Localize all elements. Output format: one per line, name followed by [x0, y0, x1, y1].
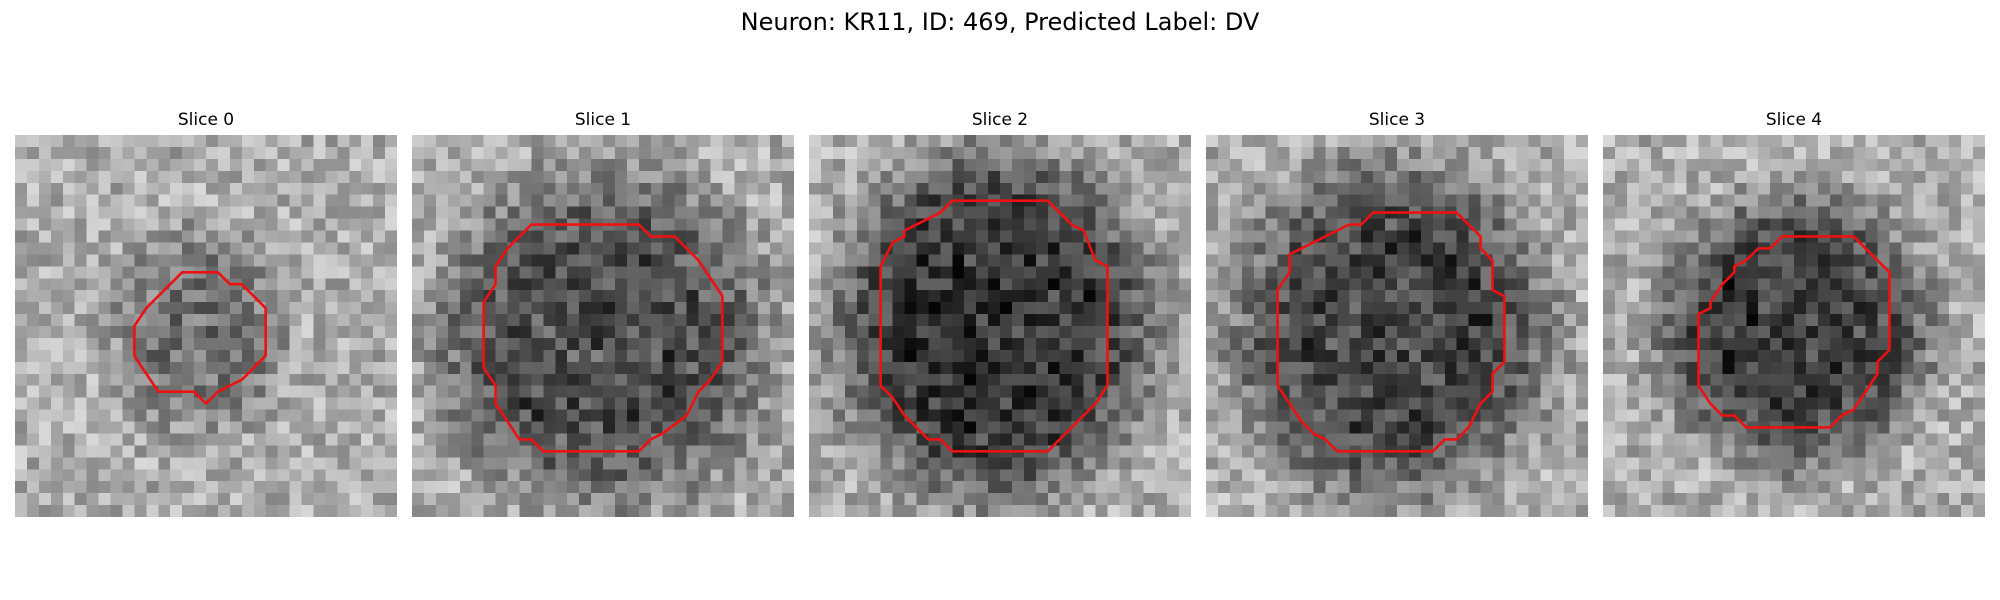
slice-pixels-4 — [1603, 135, 1985, 517]
slice-overlay-4 — [1697, 235, 1891, 429]
roi-contour-3 — [1276, 211, 1506, 453]
slice-image-1 — [412, 135, 794, 517]
slice-overlay-1 — [482, 223, 724, 453]
slice-image-2 — [809, 135, 1191, 517]
slice-panel-2: Slice 2 — [809, 108, 1191, 517]
roi-contour-4 — [1697, 235, 1891, 429]
roi-contour-1 — [482, 223, 724, 453]
slice-overlay-3 — [1276, 211, 1506, 453]
slice-panel-1: Slice 1 — [412, 108, 794, 517]
slice-pixels-2 — [809, 135, 1191, 517]
roi-contour-2 — [879, 199, 1109, 453]
slice-image-3 — [1206, 135, 1588, 517]
slice-panel-4: Slice 4 — [1603, 108, 1985, 517]
slice-image-0 — [15, 135, 397, 517]
slice-pixels-1 — [412, 135, 794, 517]
figure-title: Neuron: KR11, ID: 469, Predicted Label: … — [740, 8, 1260, 36]
slice-title-2: Slice 2 — [971, 110, 1029, 130]
slice-overlay-2 — [879, 199, 1109, 453]
roi-contour-0 — [133, 270, 268, 405]
slice-image-4 — [1603, 135, 1985, 517]
slice-title-4: Slice 4 — [1765, 110, 1823, 130]
slice-pixels-3 — [1206, 135, 1588, 517]
slice-pixels-0 — [15, 135, 397, 517]
slice-panel-0: Slice 0 — [15, 108, 397, 517]
slice-panel-3: Slice 3 — [1206, 108, 1588, 517]
slice-title-3: Slice 3 — [1368, 110, 1426, 130]
slice-title-0: Slice 0 — [177, 110, 235, 130]
slice-title-1: Slice 1 — [574, 110, 632, 130]
slice-overlay-0 — [133, 270, 268, 405]
